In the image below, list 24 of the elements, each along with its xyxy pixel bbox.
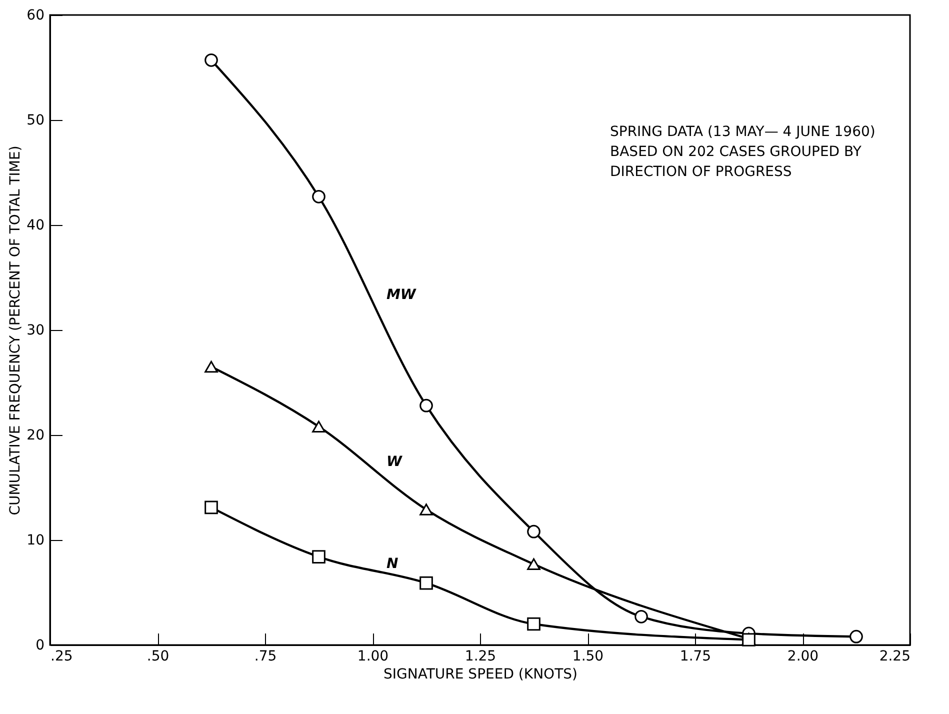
series-label: N	[386, 556, 398, 572]
series-label: MW	[386, 287, 416, 304]
annotation: DIRECTION OF PROGRESS	[610, 164, 792, 180]
annotation: BASED ON 202 CASES GROUPED BY	[610, 144, 862, 160]
x-tick-label: 1.75	[680, 648, 712, 664]
y-tick-label: 10	[26, 532, 44, 548]
y-tick-label: 30	[26, 322, 44, 338]
x-tick-label: 1.25	[464, 648, 496, 664]
y-axis-title: CUMULATIVE FREQUENCY (PERCENT OF TOTAL TIME)	[8, 146, 24, 516]
series-label: W	[386, 454, 402, 470]
y-tick-label: 0	[36, 638, 44, 654]
x-tick-label: 2.00	[787, 648, 819, 664]
y-tick-label: 50	[26, 112, 44, 128]
y-tick-label: 20	[26, 428, 44, 444]
x-tick-label: 2.25	[879, 648, 910, 664]
x-axis-title: SIGNATURE SPEED (KNOTS)	[384, 666, 578, 682]
x-tick-label: .75	[254, 648, 277, 664]
y-tick-label: 60	[26, 8, 44, 24]
x-tick-label: .25	[50, 648, 73, 664]
annotation: SPRING DATA (13 MAY— 4 JUNE 1960)	[610, 124, 876, 140]
x-tick-label: 1.00	[357, 648, 389, 664]
x-tick-label: .50	[146, 648, 170, 664]
y-tick-label: 40	[26, 218, 44, 234]
x-tick-label: 1.50	[572, 648, 604, 664]
